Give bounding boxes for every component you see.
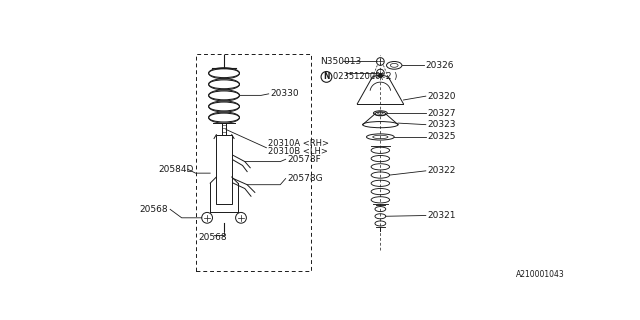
Text: 20310A <RH>: 20310A <RH> [268, 140, 329, 148]
Text: 20325: 20325 [428, 132, 456, 141]
Text: N: N [323, 72, 330, 81]
Text: 20330: 20330 [270, 89, 299, 98]
Text: 20568: 20568 [140, 205, 168, 214]
Text: 20322: 20322 [428, 166, 456, 175]
Bar [216, 135, 232, 204]
Text: 20327: 20327 [428, 108, 456, 117]
Text: 20326: 20326 [426, 61, 454, 70]
Text: N350013: N350013 [320, 57, 362, 66]
Bar [222, 123, 226, 135]
Text: 20321: 20321 [428, 211, 456, 220]
Text: 023512000( 2 ): 023512000( 2 ) [333, 72, 398, 81]
Text: 20568: 20568 [198, 233, 227, 242]
Text: 20323: 20323 [428, 120, 456, 129]
Text: 20578G: 20578G [287, 174, 323, 183]
Text: 20320: 20320 [428, 92, 456, 101]
Text: 20578F: 20578F [287, 155, 321, 164]
Bar [196, 54, 311, 271]
Text: 20310B <LH>: 20310B <LH> [268, 147, 328, 156]
Text: 20584D: 20584D [159, 165, 194, 174]
Text: A210001043: A210001043 [516, 270, 565, 279]
